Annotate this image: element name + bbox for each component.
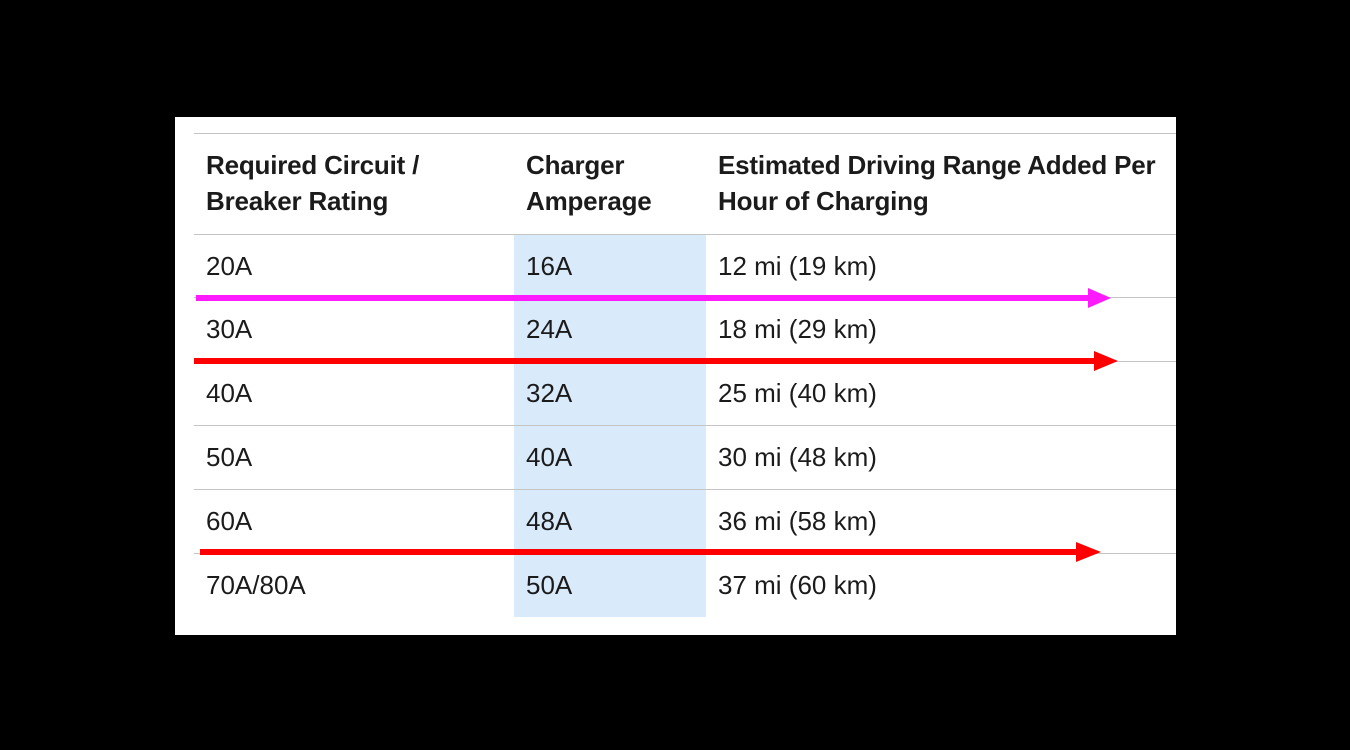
cell-charger-amperage: 32A xyxy=(526,378,573,408)
cell-range-added: 36 mi (58 km) xyxy=(718,506,877,536)
cell-breaker-rating: 20A xyxy=(206,251,253,281)
cell-range-added: 18 mi (29 km) xyxy=(718,314,877,344)
header-range-added: Estimated Driving Range Added Per Hour o… xyxy=(718,147,1156,219)
header-line: Breaker Rating xyxy=(206,186,389,216)
cell-range-added: 30 mi (48 km) xyxy=(718,442,877,472)
cell-range-added: 25 mi (40 km) xyxy=(718,378,877,408)
header-breaker-rating: Required Circuit / Breaker Rating xyxy=(206,147,419,219)
cell-range-added: 37 mi (60 km) xyxy=(718,570,877,600)
row-rule xyxy=(194,489,1176,490)
row-rule xyxy=(194,361,1176,362)
cell-charger-amperage: 50A xyxy=(526,570,573,600)
cell-charger-amperage: 40A xyxy=(526,442,573,472)
cell-breaker-rating: 50A xyxy=(206,442,253,472)
header-line: Amperage xyxy=(526,186,652,216)
cell-range-added: 12 mi (19 km) xyxy=(718,251,877,281)
cell-breaker-rating: 30A xyxy=(206,314,253,344)
header-line: Required Circuit / xyxy=(206,150,420,180)
header-charger-amperage: Charger Amperage xyxy=(526,147,652,219)
header-line: Estimated Driving Range Added Per xyxy=(718,150,1156,180)
table-panel: Required Circuit / Breaker Rating Charge… xyxy=(175,117,1176,635)
cell-breaker-rating: 40A xyxy=(206,378,253,408)
header-line: Charger xyxy=(526,150,625,180)
row-rule xyxy=(194,425,1176,426)
charger-amperage-column-highlight xyxy=(514,235,706,617)
row-rule xyxy=(194,553,1176,554)
row-rule xyxy=(194,297,1176,298)
cell-charger-amperage: 24A xyxy=(526,314,573,344)
cell-charger-amperage: 16A xyxy=(526,251,573,281)
header-line: Hour of Charging xyxy=(718,186,929,216)
cell-breaker-rating: 70A/80A xyxy=(206,570,306,600)
cell-charger-amperage: 48A xyxy=(526,506,573,536)
cell-breaker-rating: 60A xyxy=(206,506,253,536)
table-top-rule xyxy=(194,133,1176,134)
header-bottom-rule xyxy=(194,234,1176,235)
